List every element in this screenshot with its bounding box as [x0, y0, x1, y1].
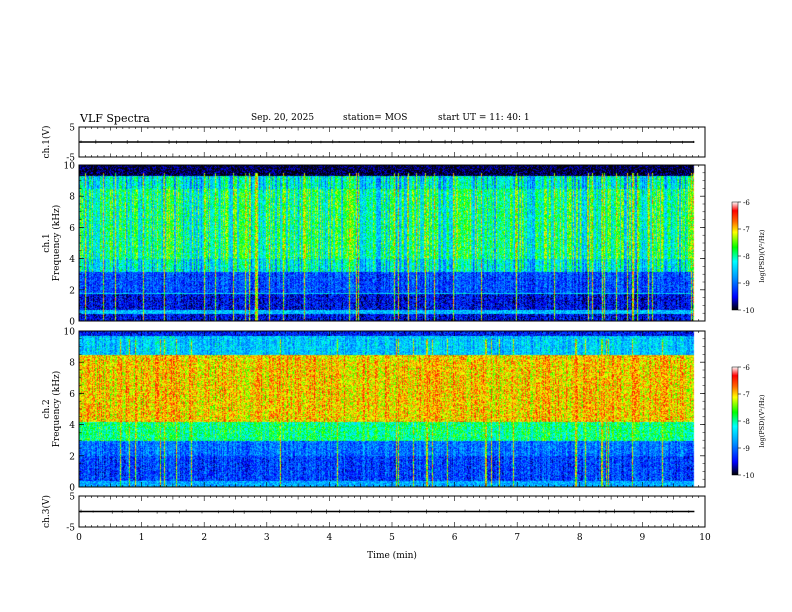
- x-tick-label: 5: [389, 533, 395, 543]
- y-tick-label: 10: [64, 328, 76, 338]
- y-tick-label: 8: [69, 359, 75, 369]
- station-label: station= MOS: [343, 113, 408, 123]
- x-tick-label: 0: [76, 533, 82, 543]
- y-tick-label: -5: [66, 154, 75, 164]
- figure-title: VLF Spectra: [80, 112, 150, 125]
- ch1-spectrogram-ylabel: Frequency (kHz): [51, 205, 62, 282]
- colorbar-tick-label: -7: [743, 226, 750, 234]
- x-tick-label: 4: [327, 533, 333, 543]
- colorbar-tick-label: -10: [743, 472, 754, 480]
- y-tick-label: 8: [69, 193, 75, 203]
- x-tick-label: 10: [699, 533, 711, 543]
- ch2-spectrogram-ylabel: ch.2: [42, 399, 52, 418]
- ch1-spectrogram-ylabel: ch.1: [42, 233, 52, 252]
- y-tick-label: 2: [69, 286, 75, 296]
- x-tick-label: 1: [139, 533, 145, 543]
- y-tick-label: 6: [69, 224, 75, 234]
- ch1-spectrogram-colorbar-label: log(PSD)(V²/Hz): [758, 229, 766, 282]
- x-tick-label: 7: [514, 533, 520, 543]
- x-tick-label: 2: [201, 533, 207, 543]
- start-ut-label: start UT = 11: 40: 1: [438, 113, 530, 123]
- colorbar-tick-label: -9: [743, 445, 750, 453]
- x-tick-label: 9: [640, 533, 646, 543]
- y-tick-label: 5: [69, 124, 75, 134]
- date-label: Sep. 20, 2025: [251, 113, 315, 123]
- y-tick-label: 5: [69, 493, 75, 503]
- ch2-spectrogram-ylabel: Frequency (kHz): [51, 371, 62, 448]
- y-tick-label: 0: [69, 484, 75, 494]
- colorbar-tick-label: -8: [743, 418, 750, 426]
- x-tick-label: 8: [577, 533, 583, 543]
- colorbar-tick-label: -6: [743, 199, 750, 207]
- x-tick-label: 6: [452, 533, 458, 543]
- ch2-spectrogram-colorbar: [731, 366, 739, 476]
- y-tick-label: -5: [66, 524, 75, 534]
- ch2-spectrogram-image: [79, 331, 705, 487]
- y-tick-label: 2: [69, 452, 75, 462]
- y-tick-label: 10: [64, 162, 76, 172]
- ch1-waveform-ylabel: ch.1(V): [41, 126, 52, 159]
- x-tick-label: 3: [264, 533, 270, 543]
- colorbar-tick-label: -9: [743, 280, 750, 288]
- colorbar-tick-label: -7: [743, 391, 750, 399]
- y-tick-label: 6: [69, 390, 75, 400]
- ch2-spectrogram-colorbar-label: log(PSD)(V²/Hz): [758, 394, 766, 447]
- colorbar-tick-label: -6: [743, 364, 750, 372]
- x-axis-label: Time (min): [367, 550, 417, 561]
- ch1-spectrogram-image: [79, 165, 705, 321]
- colorbar-tick-label: -10: [743, 307, 754, 315]
- ch1-spectrogram-colorbar: [731, 201, 739, 311]
- ch3-waveform-ylabel: ch.3(V): [41, 495, 52, 528]
- y-tick-label: 4: [69, 255, 75, 265]
- y-tick-label: 0: [69, 318, 75, 328]
- colorbar-tick-label: -8: [743, 253, 750, 261]
- y-tick-label: 4: [69, 421, 75, 431]
